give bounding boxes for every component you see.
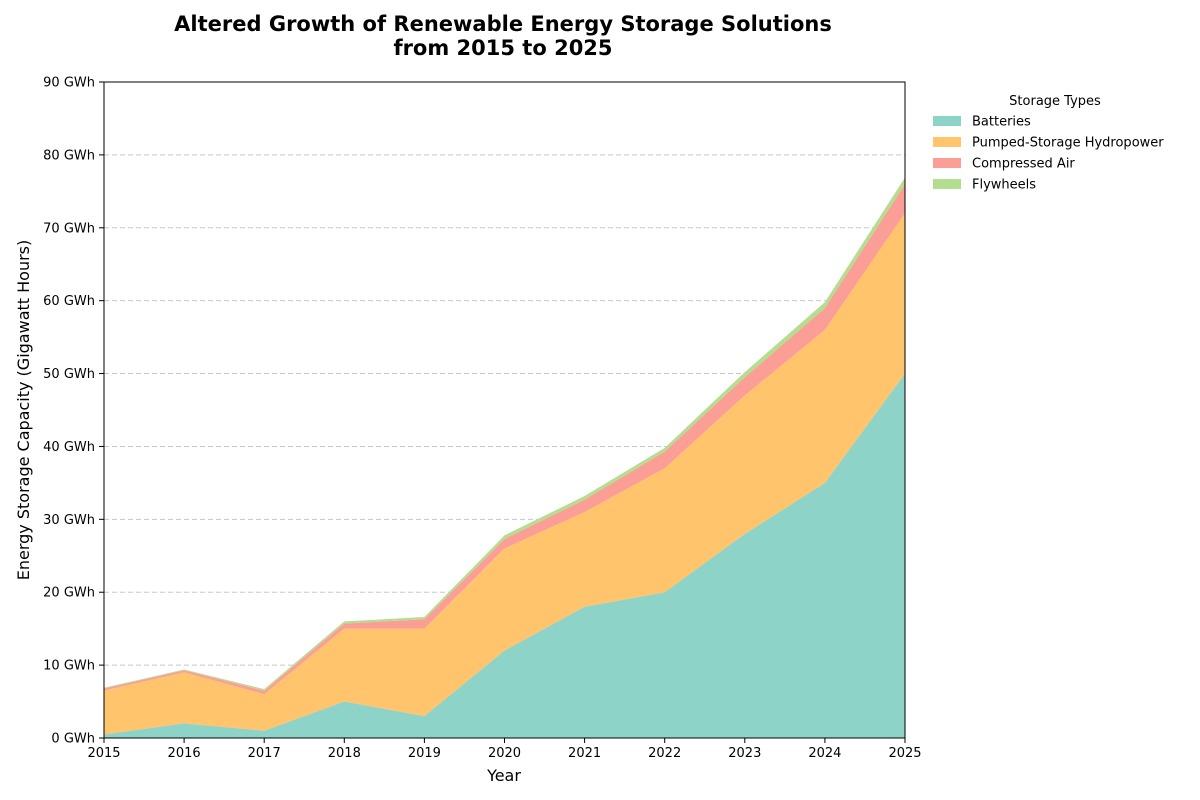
y-tick-label: 40 GWh: [43, 440, 95, 455]
y-axis-title: Energy Storage Capacity (Gigawatt Hours): [14, 240, 33, 580]
legend: Storage Types Batteries Pumped-Storage Hy…: [933, 94, 1164, 193]
area-pumped-storage-hydropower: [104, 213, 905, 735]
x-tick-label: 2017: [248, 746, 281, 761]
y-tick-label: 70 GWh: [43, 221, 95, 236]
x-tick-label: 2023: [728, 746, 761, 761]
x-tick-label: 2015: [87, 746, 120, 761]
area-batteries: [104, 373, 905, 738]
x-axis-title: Year: [486, 766, 521, 785]
y-tick-label: 50 GWh: [43, 367, 95, 382]
area-series: [104, 177, 905, 738]
x-tick-label: 2020: [488, 746, 521, 761]
x-tick-label: 2019: [408, 746, 441, 761]
y-tick-label: 90 GWh: [43, 76, 95, 91]
chart-title-line-2: from 2015 to 2025: [393, 36, 612, 60]
y-tick-label: 80 GWh: [43, 148, 95, 163]
legend-label: Pumped-Storage Hydropower: [972, 136, 1164, 151]
legend-title: Storage Types: [1009, 94, 1101, 109]
x-axis-ticks: 2015 2016 2017 2018 2019 2020 2021 2022 2023 2024…: [87, 738, 922, 761]
x-tick-label: 2024: [808, 746, 841, 761]
legend-swatch: [933, 137, 961, 147]
legend-swatch: [933, 179, 961, 189]
y-tick-label: 20 GWh: [43, 586, 95, 601]
chart-title: Altered Growth of Renewable Energy Stora…: [174, 12, 832, 60]
y-axis-ticks: 0 GWh 10 GWh 20 GWh 30 GWh 40 GWh 50 GWh 60 GW…: [43, 76, 104, 747]
x-tick-label: 2018: [328, 746, 361, 761]
x-tick-label: 2021: [568, 746, 601, 761]
legend-swatch: [933, 116, 961, 126]
x-tick-label: 2016: [168, 746, 201, 761]
x-tick-label: 2022: [648, 746, 681, 761]
y-tick-label: 10 GWh: [43, 659, 95, 674]
y-tick-label: 0 GWh: [51, 732, 95, 747]
chart-title-line-1: Altered Growth of Renewable Energy Stora…: [174, 12, 832, 36]
y-tick-label: 30 GWh: [43, 513, 95, 528]
legend-swatch: [933, 158, 961, 168]
legend-label: Flywheels: [972, 178, 1036, 193]
x-tick-label: 2025: [888, 746, 921, 761]
legend-label: Compressed Air: [972, 157, 1075, 172]
legend-label: Batteries: [972, 115, 1031, 130]
y-tick-label: 60 GWh: [43, 294, 95, 309]
